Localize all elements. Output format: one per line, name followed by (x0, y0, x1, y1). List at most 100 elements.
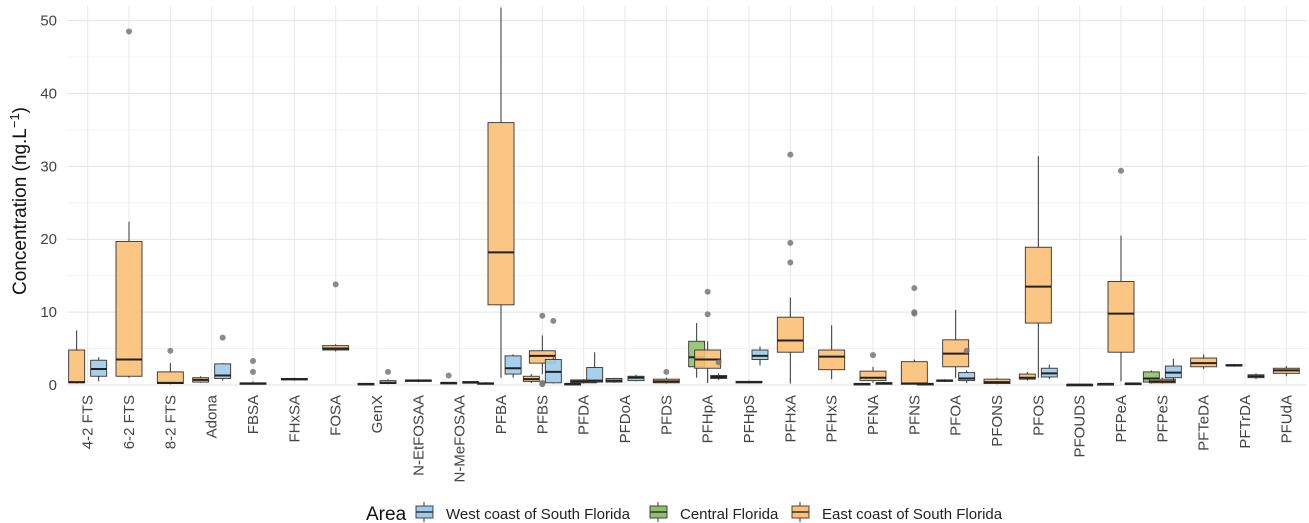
x-tick-label: Adona (204, 394, 221, 438)
x-axis-ticks: 4-2 FTS 6-2 FTS 8-2 FTS Adona FBSA FHxSA FOSA G… (80, 394, 1296, 482)
iqr-box (1107, 281, 1135, 353)
x-tick-label: PFTeDA (1196, 395, 1213, 451)
x-tick-label: PFDA (576, 395, 593, 435)
outlier-point (704, 311, 711, 318)
box-PFHpS (735, 380, 763, 384)
box-6-2 FTS (115, 28, 143, 378)
legend-label: West coast of South Florida (446, 506, 631, 523)
box-GenX (357, 382, 375, 386)
x-tick-label: PFNS (906, 395, 923, 435)
box-PFBA (487, 7, 515, 378)
box-N-EtFOSAA (404, 379, 432, 383)
outlier-point (787, 239, 794, 246)
box-PFBA (477, 382, 495, 385)
box-GenX (379, 368, 397, 385)
outlier-point (167, 347, 174, 354)
box-PFBS (522, 374, 540, 383)
outlier-point (1118, 167, 1124, 174)
x-tick-label: FBSA (245, 395, 262, 434)
outlier-point (550, 317, 557, 324)
box-marks (68, 7, 1300, 388)
box-Adona (214, 334, 232, 381)
legend-label: Central Florida (680, 506, 779, 523)
box-PFOS (1040, 364, 1058, 380)
box-PFNS (916, 382, 934, 386)
box-PFBS (544, 317, 562, 384)
iqr-box (68, 349, 86, 384)
outlier-point (539, 312, 546, 319)
legend-title: Area (366, 504, 407, 523)
box-4-2 FTS (68, 330, 86, 384)
y-axis-title-superscript: −1 (7, 113, 22, 128)
x-tick-label: PFONS (989, 395, 1006, 447)
y-axis-ticks: 0 10 20 30 40 50 (40, 13, 57, 394)
x-tick-label: 8-2 FTS (162, 395, 179, 449)
box-PFONS (983, 377, 1011, 385)
box-FOSA (322, 281, 350, 352)
y-tick-label: 10 (40, 304, 57, 321)
x-tick-label: PFTrDA (1237, 395, 1254, 449)
box-PFHxA (776, 151, 804, 384)
x-tick-label: PFBA (493, 395, 510, 434)
box-PFOS (1024, 156, 1052, 378)
outlier-point (787, 259, 794, 266)
x-tick-label: PFHxS (824, 395, 841, 443)
box-PFNA (853, 382, 871, 386)
x-tick-label: PFPeS (1154, 395, 1171, 443)
box-PFHpA (694, 288, 722, 383)
iqr-box (1018, 373, 1036, 380)
box-PFOUDS (1066, 383, 1094, 387)
outlier-point (250, 368, 256, 375)
iqr-box (586, 367, 604, 383)
outlier-point (332, 281, 339, 288)
box-PFPeS (1148, 377, 1176, 384)
gridlines (67, 6, 1307, 386)
x-tick-label: GenX (369, 395, 386, 433)
box-PFOA (936, 379, 954, 383)
x-tick-label: PFNA (865, 395, 882, 435)
x-tick-label: N-EtFOSAA (410, 395, 427, 476)
outlier-point (126, 28, 132, 35)
legend-label: East coast of South Florida (822, 506, 1003, 523)
x-tick-label: PFPeA (1113, 395, 1130, 443)
y-tick-label: 40 (40, 85, 57, 102)
x-tick-label: PFHpS (741, 395, 758, 443)
box-Adona (192, 376, 210, 383)
x-tick-label: PFOUDS (1072, 395, 1089, 458)
y-tick-label: 20 (40, 231, 57, 248)
iqr-box (776, 316, 804, 353)
outlier-point (250, 357, 256, 364)
box-PFNA (859, 352, 887, 383)
box-PFTeDA (1190, 354, 1218, 369)
y-tick-label: 50 (40, 13, 57, 30)
iqr-box (900, 361, 928, 385)
box-4-2 FTS (90, 357, 108, 382)
box-PFPeA (1107, 167, 1135, 382)
box-PFDA (564, 382, 582, 386)
legend-item: Central Florida (649, 502, 779, 523)
box-PFNA (875, 382, 893, 385)
box-PFDoA (605, 377, 623, 383)
outlier-point (539, 381, 546, 388)
iqr-box (487, 122, 515, 306)
outlier-point (911, 309, 918, 316)
box-PFOA (942, 309, 970, 378)
y-axis-title: Concentration (ng.L−1) (7, 107, 31, 295)
legend-item: East coast of South Florida (791, 502, 1003, 523)
box-PFDoA (627, 374, 645, 382)
box-PFDS (652, 368, 680, 384)
box-PFHxS (818, 325, 846, 380)
x-tick-label: FHxSA (286, 395, 303, 443)
outlier-point (911, 285, 918, 292)
x-tick-label: PFBS (534, 395, 551, 434)
box-8-2 FTS (156, 347, 184, 385)
iqr-box (156, 371, 184, 384)
outlier-point (787, 151, 794, 158)
x-tick-label: N-MeFOSAA (452, 395, 469, 483)
x-tick-label: PFDoA (617, 395, 634, 443)
box-N-MeFOSAA (462, 381, 480, 384)
box-PFOS (1018, 371, 1036, 381)
box-FBSA (239, 357, 267, 385)
iqr-box (751, 349, 769, 360)
